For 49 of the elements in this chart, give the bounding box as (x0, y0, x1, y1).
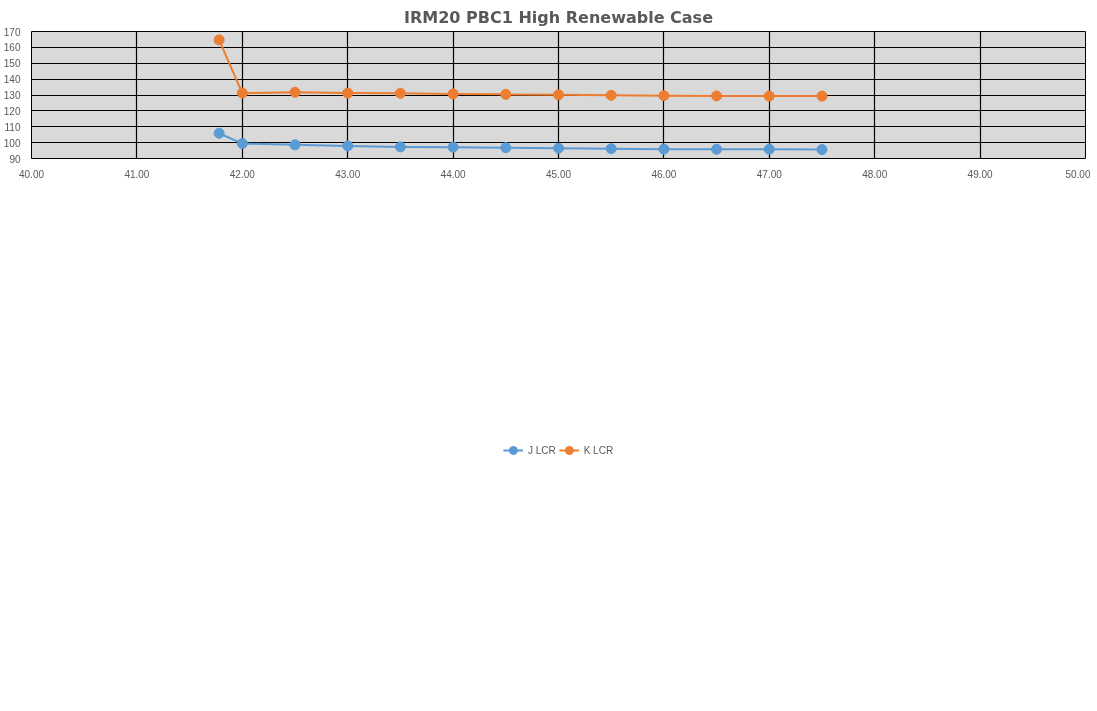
point (447, 88, 459, 100)
point (658, 90, 670, 102)
x-tick-label: 41.00 (124, 168, 150, 180)
y-tick-label: 130 (3, 90, 21, 101)
x-tick-label: 40.00 (18, 168, 45, 180)
y-tick-label: 150 (3, 58, 21, 70)
x-tick-label: 46.00 (651, 168, 677, 180)
x-tick-label: 49.00 (967, 168, 994, 180)
point (763, 90, 775, 102)
y-tick-label: 120 (3, 105, 21, 117)
point (711, 143, 723, 155)
point (213, 34, 225, 46)
y-tick-label: 100 (3, 137, 21, 149)
point (447, 141, 459, 153)
point (711, 90, 723, 102)
x-tick-label: 45.00 (545, 168, 572, 180)
point (763, 143, 775, 155)
x-tick-label: 47.00 (756, 168, 783, 180)
point (816, 90, 828, 102)
x-tick-label: 48.00 (862, 168, 888, 180)
point (816, 144, 828, 156)
point (342, 87, 354, 99)
y-tick-label: 90 (9, 153, 21, 165)
x-tick-label: 42.00 (229, 168, 256, 180)
chart-title: IRM20 PBC1 High Renewable Case (404, 7, 714, 27)
point (500, 88, 512, 100)
y-tick-label: 140 (3, 74, 21, 86)
y-tick-label: 160 (3, 42, 21, 54)
point (213, 127, 225, 139)
point (289, 86, 301, 98)
point (553, 89, 564, 101)
point (289, 139, 301, 151)
y-tick-label: 170 (3, 26, 21, 38)
point (342, 140, 354, 152)
x-tick-label: 43.00 (335, 168, 361, 180)
y-tick-label: 110 (4, 121, 21, 133)
point (236, 87, 248, 99)
point (605, 143, 617, 155)
point (658, 143, 670, 155)
point (236, 138, 248, 150)
point (394, 141, 406, 153)
x-tick-label: 44.00 (440, 168, 467, 180)
point (553, 142, 564, 154)
point (500, 142, 512, 154)
legend-label: J LCR (527, 444, 556, 456)
point (394, 87, 406, 99)
point (605, 89, 617, 101)
legend-label: K LCR (583, 444, 614, 456)
x-tick-label: 50.00 (1065, 168, 1091, 180)
